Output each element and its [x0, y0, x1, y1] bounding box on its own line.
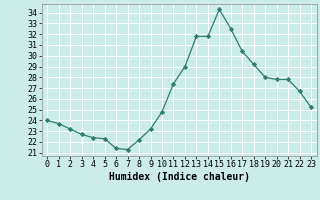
- X-axis label: Humidex (Indice chaleur): Humidex (Indice chaleur): [109, 172, 250, 182]
